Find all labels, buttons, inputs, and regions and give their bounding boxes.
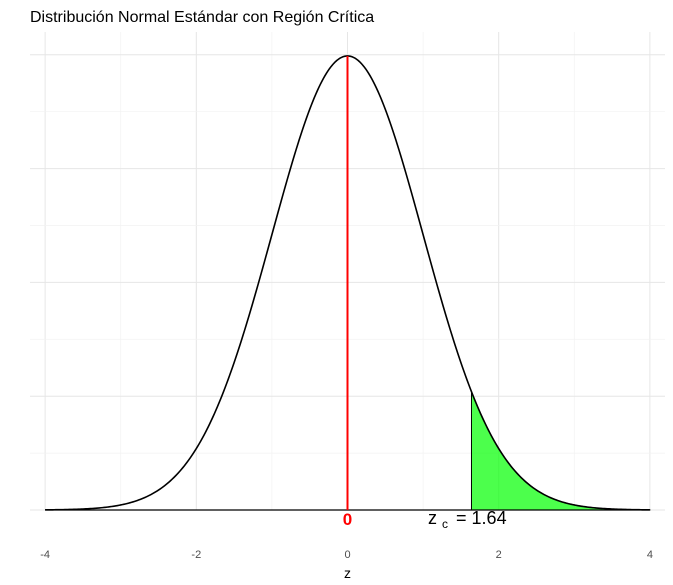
x-tick-labels: -4 -2 0 2 4 bbox=[40, 549, 653, 561]
chart-title: Distribución Normal Estándar con Región … bbox=[30, 9, 374, 26]
x-axis-title: z bbox=[344, 565, 351, 581]
critical-label-sub: c bbox=[442, 517, 448, 531]
x-tick-label: -2 bbox=[191, 549, 201, 561]
critical-label-main: z bbox=[428, 508, 437, 528]
x-tick-label: 2 bbox=[496, 549, 502, 561]
x-tick-label: 0 bbox=[344, 549, 350, 561]
critical-label-value: = 1.64 bbox=[456, 508, 507, 528]
x-tick-label: -4 bbox=[40, 549, 50, 561]
critical-value-label: z c = 1.64 bbox=[428, 508, 507, 532]
mean-label: 0 bbox=[343, 510, 352, 529]
x-tick-label: 4 bbox=[647, 549, 653, 561]
